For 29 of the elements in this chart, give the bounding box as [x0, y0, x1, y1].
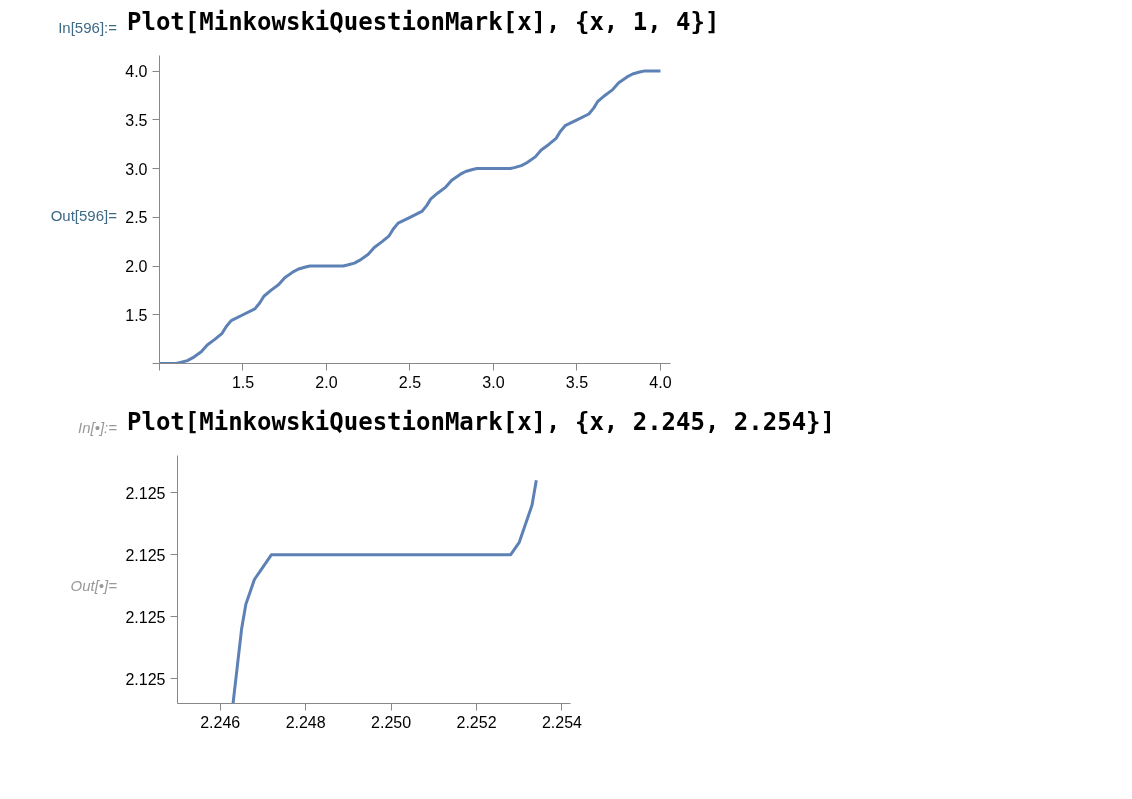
text: Out[596]= — [50, 206, 117, 226]
y-tick-label: 2.125 — [125, 546, 166, 564]
y-tick-label: 4.0 — [125, 63, 148, 81]
x-tick-label: 2.254 — [541, 713, 583, 731]
y-tick-label: 2.125 — [125, 670, 166, 688]
x-tick-label: 2.250 — [371, 713, 412, 731]
y-tick-label: 2.125 — [125, 484, 166, 502]
x-tick-label: 2.5 — [398, 373, 422, 391]
x-tick-label: 4.0 — [649, 373, 672, 391]
x-tick-label: 2.248 — [285, 713, 326, 731]
x-tick-label: 3.5 — [565, 373, 589, 391]
chart-title: Plot[MinkowskiQuestionMark[x], {x, 1, 4}] — [127, 7, 720, 38]
y-tick-label: 2.0 — [125, 258, 148, 276]
y-tick-label: 3.5 — [125, 111, 148, 129]
y-tick-label: 3.0 — [125, 160, 148, 178]
text: In[596]:= — [58, 18, 117, 38]
y-tick-label: 2.5 — [125, 209, 148, 227]
x-tick-label: 2.252 — [456, 713, 497, 731]
x-tick-label: 3.0 — [482, 373, 505, 391]
x-tick-label: 1.5 — [231, 373, 255, 391]
x-tick-label: 2.246 — [200, 713, 241, 731]
line-series — [231, 478, 538, 704]
chart-title: Plot[MinkowskiQuestionMark[x], {x, 2.245, 2.254}] — [127, 407, 836, 438]
line-series — [159, 69, 662, 364]
text: In[•]:= — [77, 418, 117, 438]
y-tick-label: 2.125 — [125, 608, 166, 626]
x-tick-label: 2.0 — [315, 373, 338, 391]
text: Out[•]= — [70, 576, 117, 596]
y-tick-label: 1.5 — [125, 306, 148, 324]
